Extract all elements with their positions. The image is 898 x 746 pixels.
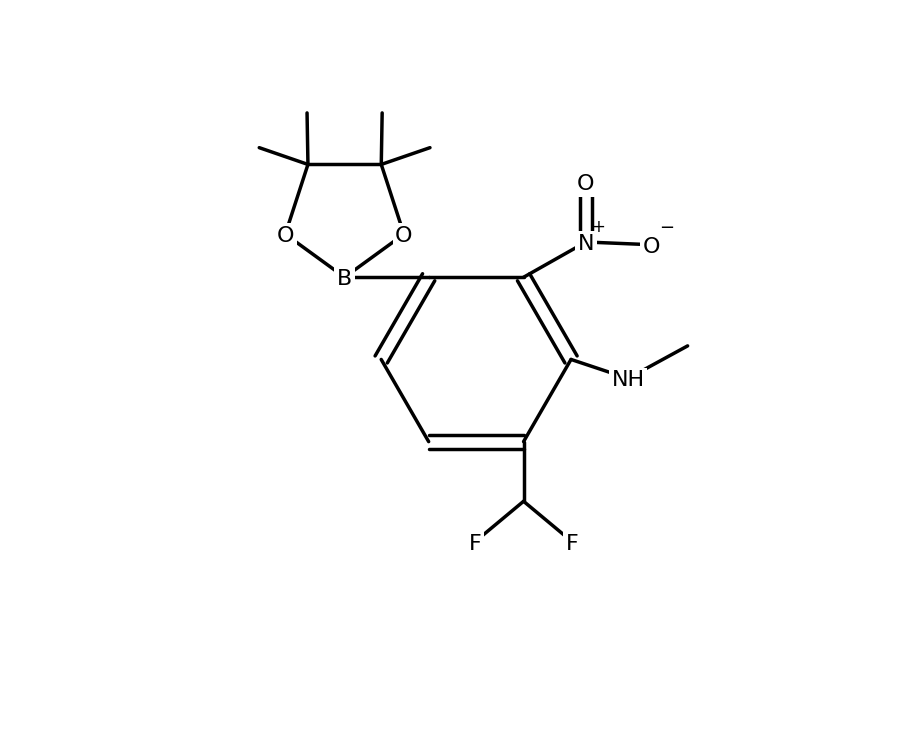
Text: F: F [566, 534, 578, 554]
Text: +: + [591, 218, 604, 236]
Text: B: B [337, 269, 352, 289]
Text: NH: NH [612, 371, 645, 390]
Text: −: − [658, 219, 674, 237]
Text: N: N [577, 234, 594, 254]
Text: F: F [469, 534, 481, 554]
Text: O: O [577, 175, 594, 195]
Text: O: O [642, 236, 660, 257]
Text: O: O [395, 226, 413, 246]
Text: O: O [277, 226, 294, 246]
